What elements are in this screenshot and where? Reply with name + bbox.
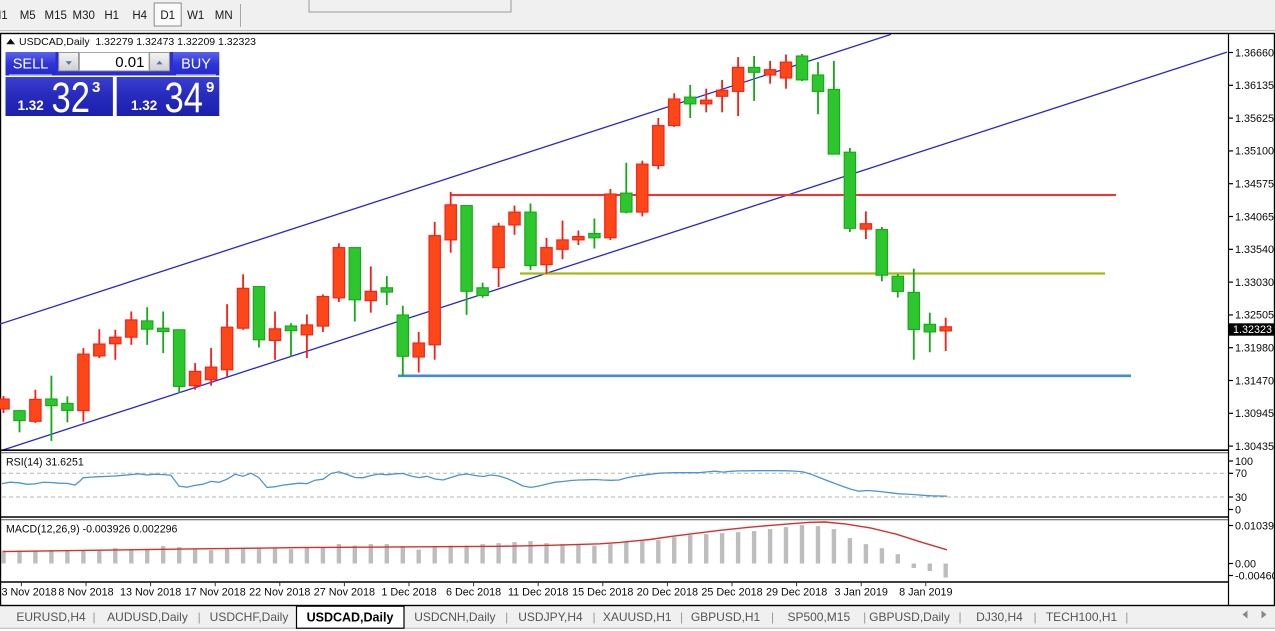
svg-text:30: 30 [1235, 492, 1247, 504]
svg-text:1.32: 1.32 [18, 98, 44, 113]
svg-text:-0.004608: -0.004608 [1235, 570, 1275, 582]
svg-text:XAUUSD,H1: XAUUSD,H1 [603, 610, 672, 624]
svg-text:8 Nov 2018: 8 Nov 2018 [58, 587, 113, 599]
svg-text:1.35100: 1.35100 [1235, 146, 1274, 158]
svg-text:1.30435: 1.30435 [1235, 441, 1274, 453]
svg-text:GBPUSD,Daily: GBPUSD,Daily [869, 610, 950, 624]
svg-text:|: | [198, 610, 201, 624]
svg-text:|: | [771, 610, 774, 624]
svg-text:1.36135: 1.36135 [1235, 80, 1274, 92]
svg-text:USDJPY,H4: USDJPY,H4 [518, 610, 583, 624]
svg-text:0.00: 0.00 [1235, 558, 1256, 570]
svg-text:1.35625: 1.35625 [1235, 113, 1274, 125]
svg-text:M15: M15 [45, 10, 67, 22]
svg-text:H1: H1 [104, 10, 119, 22]
svg-text:|: | [593, 610, 596, 624]
svg-text:|: | [863, 610, 866, 624]
svg-text:AUDUSD,Daily: AUDUSD,Daily [107, 610, 188, 624]
svg-text:USDCHF,Daily: USDCHF,Daily [210, 610, 289, 624]
svg-text:H4: H4 [132, 10, 147, 22]
svg-text:34: 34 [165, 74, 204, 122]
svg-text:|: | [92, 610, 95, 624]
svg-text:3: 3 [92, 79, 100, 96]
svg-text:1.31980: 1.31980 [1235, 343, 1274, 355]
svg-text:SP500,M15: SP500,M15 [787, 610, 850, 624]
svg-text:USDCAD,Daily 1.32279 1.32473: USDCAD,Daily 1.32279 1.32473 1.32209 1.3… [19, 36, 256, 48]
svg-text:1.32505: 1.32505 [1235, 310, 1274, 322]
svg-text:1.31470: 1.31470 [1235, 375, 1274, 387]
svg-text:17 Nov 2018: 17 Nov 2018 [185, 587, 246, 599]
svg-text:32: 32 [52, 74, 91, 122]
svg-text:RSI(14) 31.6251: RSI(14) 31.6251 [6, 457, 84, 469]
svg-text:|: | [1033, 610, 1036, 624]
svg-text:M1: M1 [0, 10, 8, 22]
svg-text:M5: M5 [20, 10, 36, 22]
svg-text:27 Nov 2018: 27 Nov 2018 [314, 587, 375, 599]
svg-text:3 Jan 2019: 3 Jan 2019 [834, 587, 887, 599]
svg-text:D1: D1 [160, 10, 175, 22]
svg-text:22 Nov 2018: 22 Nov 2018 [249, 587, 310, 599]
svg-text:1.33540: 1.33540 [1235, 244, 1274, 256]
svg-text:MACD(12,26,9) -0.003926 0.0022: MACD(12,26,9) -0.003926 0.002296 [6, 524, 177, 536]
svg-text:1.34065: 1.34065 [1235, 211, 1274, 223]
svg-text:BUY: BUY [181, 57, 211, 73]
svg-text:USDCAD,Daily: USDCAD,Daily [307, 611, 394, 625]
svg-text:1.32: 1.32 [131, 98, 157, 113]
svg-text:1.34575: 1.34575 [1235, 179, 1274, 191]
svg-text:1.33030: 1.33030 [1235, 277, 1274, 289]
svg-text:USDCNH,Daily: USDCNH,Daily [414, 610, 495, 624]
svg-text:13 Nov 2018: 13 Nov 2018 [120, 587, 181, 599]
svg-text:1.30945: 1.30945 [1235, 408, 1274, 420]
svg-text:20 Dec 2018: 20 Dec 2018 [637, 587, 698, 599]
svg-text:TECH100,H1: TECH100,H1 [1046, 610, 1118, 624]
svg-text:9: 9 [206, 79, 214, 96]
svg-text:W1: W1 [187, 10, 204, 22]
svg-text:|: | [958, 610, 961, 624]
svg-text:|: | [1125, 610, 1128, 624]
svg-text:|: | [680, 610, 683, 624]
svg-text:100: 100 [1235, 456, 1253, 468]
svg-text:70: 70 [1235, 468, 1247, 480]
svg-text:11 Dec 2018: 11 Dec 2018 [508, 587, 568, 599]
svg-text:DJ30,H4: DJ30,H4 [976, 610, 1023, 624]
svg-text:0.010397: 0.010397 [1235, 520, 1275, 532]
svg-text:1.32323: 1.32323 [1233, 324, 1272, 336]
svg-text:6 Dec 2018: 6 Dec 2018 [446, 587, 501, 599]
svg-text:1.36660: 1.36660 [1235, 47, 1274, 59]
svg-text:M30: M30 [73, 10, 95, 22]
svg-text:1 Dec 2018: 1 Dec 2018 [381, 587, 436, 599]
svg-text:0: 0 [1235, 504, 1241, 516]
svg-text:8 Jan 2019: 8 Jan 2019 [899, 587, 952, 599]
svg-text:25 Dec 2018: 25 Dec 2018 [701, 587, 762, 599]
svg-text:GBPUSD,H1: GBPUSD,H1 [691, 610, 761, 624]
svg-text:EURUSD,H4: EURUSD,H4 [16, 610, 86, 624]
svg-text:MN: MN [215, 10, 233, 22]
svg-text:0.01: 0.01 [115, 54, 144, 71]
svg-text:|: | [505, 610, 508, 624]
svg-text:SELL: SELL [13, 57, 48, 73]
svg-text:15 Dec 2018: 15 Dec 2018 [572, 587, 633, 599]
svg-text:29 Dec 2018: 29 Dec 2018 [766, 587, 827, 599]
svg-text:3 Nov 2018: 3 Nov 2018 [2, 587, 57, 599]
